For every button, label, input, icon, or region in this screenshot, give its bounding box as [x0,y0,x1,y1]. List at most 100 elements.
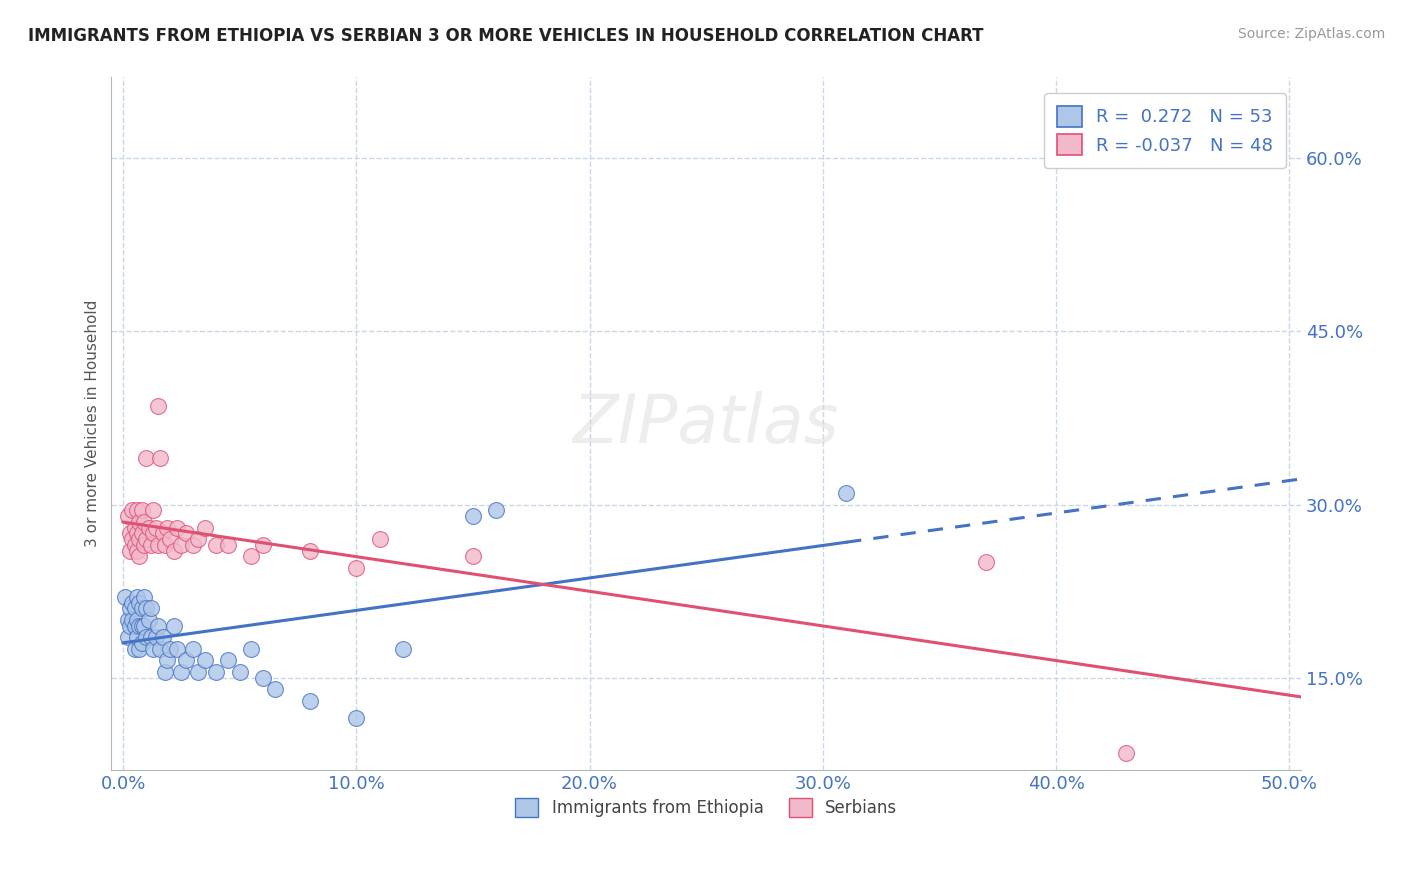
Point [121,532,143,546]
Point [131,601,153,615]
Point [344,561,367,575]
Point [240,549,263,564]
Point [145,520,167,534]
Point [142,526,165,541]
Point [142,641,165,656]
Point [181,641,204,656]
Point [117,509,139,524]
Point [131,636,153,650]
Point [117,613,139,627]
Point [298,543,321,558]
Text: IMMIGRANTS FROM ETHIOPIA VS SERBIAN 3 OR MORE VEHICLES IN HOUSEHOLD CORRELATION : IMMIGRANTS FROM ETHIOPIA VS SERBIAN 3 OR… [28,27,984,45]
Text: ZIPatlas: ZIPatlas [572,391,839,457]
Point [368,532,391,546]
Point [217,538,239,552]
Point [1115,746,1137,760]
Point [461,509,484,524]
Point [146,400,169,414]
Point [125,526,148,541]
Point [120,526,142,541]
Point [461,549,484,564]
Point [124,601,146,615]
Point [128,549,150,564]
Point [159,641,181,656]
Point [132,538,155,552]
Point [135,532,157,546]
Point [128,618,150,632]
Point [163,543,186,558]
Point [146,618,169,632]
Point [114,590,136,604]
Y-axis label: 3 or more Vehicles in Household: 3 or more Vehicles in Household [86,300,100,548]
Point [132,590,155,604]
Point [252,538,274,552]
Point [174,526,197,541]
Point [149,451,172,466]
Point [135,601,157,615]
Point [139,601,162,615]
Point [194,520,217,534]
Point [263,682,285,697]
Point [120,618,142,632]
Point [166,641,188,656]
Point [187,665,209,679]
Point [159,532,181,546]
Point [135,630,157,644]
Point [149,641,172,656]
Point [181,538,204,552]
Legend: Immigrants from Ethiopia, Serbians: Immigrants from Ethiopia, Serbians [509,791,904,824]
Point [217,653,239,667]
Point [128,641,150,656]
Point [156,653,179,667]
Point [205,538,228,552]
Point [205,665,228,679]
Point [131,526,153,541]
Point [153,665,176,679]
Point [128,515,150,529]
Point [187,532,209,546]
Point [194,653,217,667]
Point [125,543,148,558]
Point [132,515,155,529]
Point [124,641,146,656]
Point [252,671,274,685]
Point [117,630,139,644]
Point [152,630,174,644]
Point [153,538,176,552]
Point [156,520,179,534]
Point [146,538,169,552]
Point [125,503,148,517]
Point [121,596,143,610]
Point [240,641,263,656]
Point [120,543,142,558]
Point [392,641,415,656]
Point [125,630,148,644]
Point [298,694,321,708]
Point [344,711,367,725]
Point [485,503,508,517]
Point [124,618,146,632]
Point [138,520,160,534]
Point [135,451,157,466]
Point [152,526,174,541]
Point [139,630,162,644]
Point [131,618,153,632]
Point [163,618,186,632]
Point [174,653,197,667]
Point [139,538,162,552]
Point [125,613,148,627]
Point [124,520,146,534]
Point [132,618,155,632]
Point [131,503,153,517]
Point [128,596,150,610]
Point [170,538,193,552]
Point [228,665,250,679]
Point [974,555,997,569]
Point [835,486,858,500]
Point [170,665,193,679]
Point [142,503,165,517]
Point [120,601,142,615]
Point [166,520,188,534]
Point [125,590,148,604]
Text: Source: ZipAtlas.com: Source: ZipAtlas.com [1237,27,1385,41]
